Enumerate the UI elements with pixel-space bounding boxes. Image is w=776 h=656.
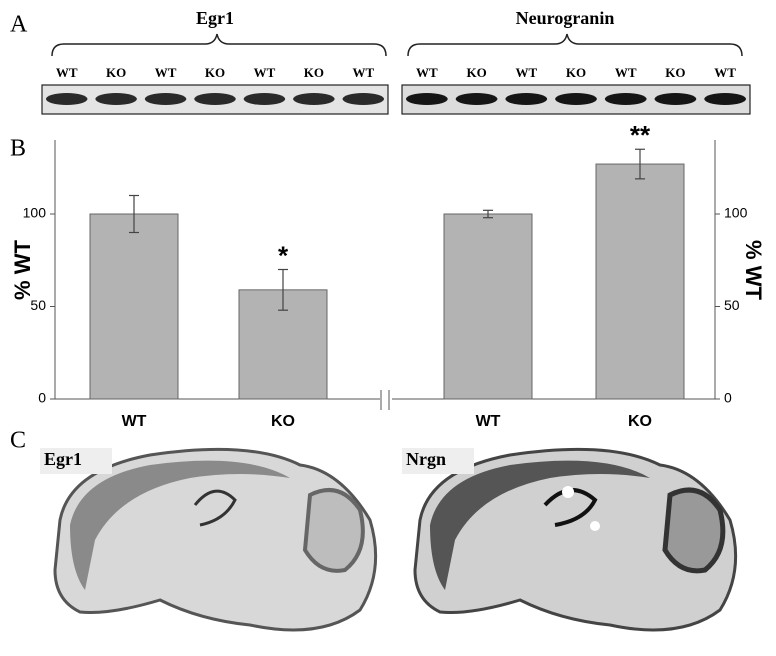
lane-label: WT bbox=[416, 65, 438, 80]
blot-band bbox=[45, 93, 88, 105]
y2-tick-label: 100 bbox=[724, 205, 748, 221]
brace bbox=[51, 33, 387, 57]
y2-tick-label: 50 bbox=[724, 297, 740, 313]
artifact bbox=[562, 486, 574, 498]
x-tick-label: KO bbox=[271, 413, 295, 430]
panel-label: A bbox=[10, 12, 28, 38]
blot-band bbox=[654, 93, 697, 105]
lane-label: WT bbox=[155, 65, 177, 80]
panel-label: C bbox=[10, 428, 26, 454]
hippocampus bbox=[543, 488, 598, 527]
y2-axis-label: % WT bbox=[741, 240, 766, 300]
lane-label: KO bbox=[665, 65, 685, 80]
blot-band bbox=[555, 93, 597, 105]
x-tick-label: WT bbox=[122, 413, 147, 430]
cerebellum bbox=[302, 488, 365, 573]
blot-title: Egr1 bbox=[196, 8, 234, 28]
lane-label: KO bbox=[205, 65, 225, 80]
lane-label: WT bbox=[56, 65, 78, 80]
blot-band bbox=[604, 93, 647, 105]
cortex bbox=[70, 460, 290, 590]
label-bg bbox=[40, 448, 112, 474]
bar bbox=[595, 163, 685, 400]
lane-label: WT bbox=[254, 65, 276, 80]
cerebellum bbox=[662, 487, 726, 574]
bar bbox=[443, 213, 533, 400]
x-tick-label: WT bbox=[476, 413, 501, 430]
lane-label: KO bbox=[466, 65, 486, 80]
blot-band bbox=[405, 93, 448, 105]
blot-band bbox=[95, 93, 137, 105]
lane-label: KO bbox=[566, 65, 586, 80]
blot-band bbox=[342, 93, 385, 105]
y-axis-label: % WT bbox=[10, 240, 35, 300]
panel-label: B bbox=[10, 136, 26, 162]
brace bbox=[407, 33, 743, 57]
blot-band bbox=[243, 93, 286, 105]
image-label: Nrgn bbox=[406, 449, 446, 469]
image-label: Egr1 bbox=[44, 449, 82, 469]
lane-label: WT bbox=[615, 65, 637, 80]
lane-label: KO bbox=[106, 65, 126, 80]
blot-band bbox=[704, 93, 747, 105]
brain-section bbox=[53, 447, 378, 632]
lane-label: WT bbox=[515, 65, 537, 80]
blot-band bbox=[194, 93, 236, 105]
bar bbox=[89, 213, 179, 400]
lane-label: WT bbox=[352, 65, 374, 80]
artifact bbox=[590, 521, 600, 531]
blot-band bbox=[144, 93, 187, 105]
blot-title: Neurogranin bbox=[516, 8, 615, 28]
x-tick-label: KO bbox=[628, 413, 652, 430]
y-tick-label: 50 bbox=[30, 297, 46, 313]
significance: * bbox=[278, 240, 289, 270]
label-bg bbox=[402, 448, 474, 474]
brain-section bbox=[413, 447, 738, 632]
y2-tick-label: 0 bbox=[724, 390, 732, 406]
lane-label: WT bbox=[714, 65, 736, 80]
y-tick-label: 0 bbox=[38, 390, 46, 406]
cortex bbox=[430, 460, 650, 590]
blot-band bbox=[455, 93, 498, 105]
lane-label: KO bbox=[304, 65, 324, 80]
y-tick-label: 100 bbox=[23, 205, 47, 221]
hippocampus bbox=[193, 489, 237, 527]
significance: ** bbox=[630, 120, 651, 150]
blot-band bbox=[505, 93, 548, 105]
blot-band bbox=[293, 93, 335, 105]
